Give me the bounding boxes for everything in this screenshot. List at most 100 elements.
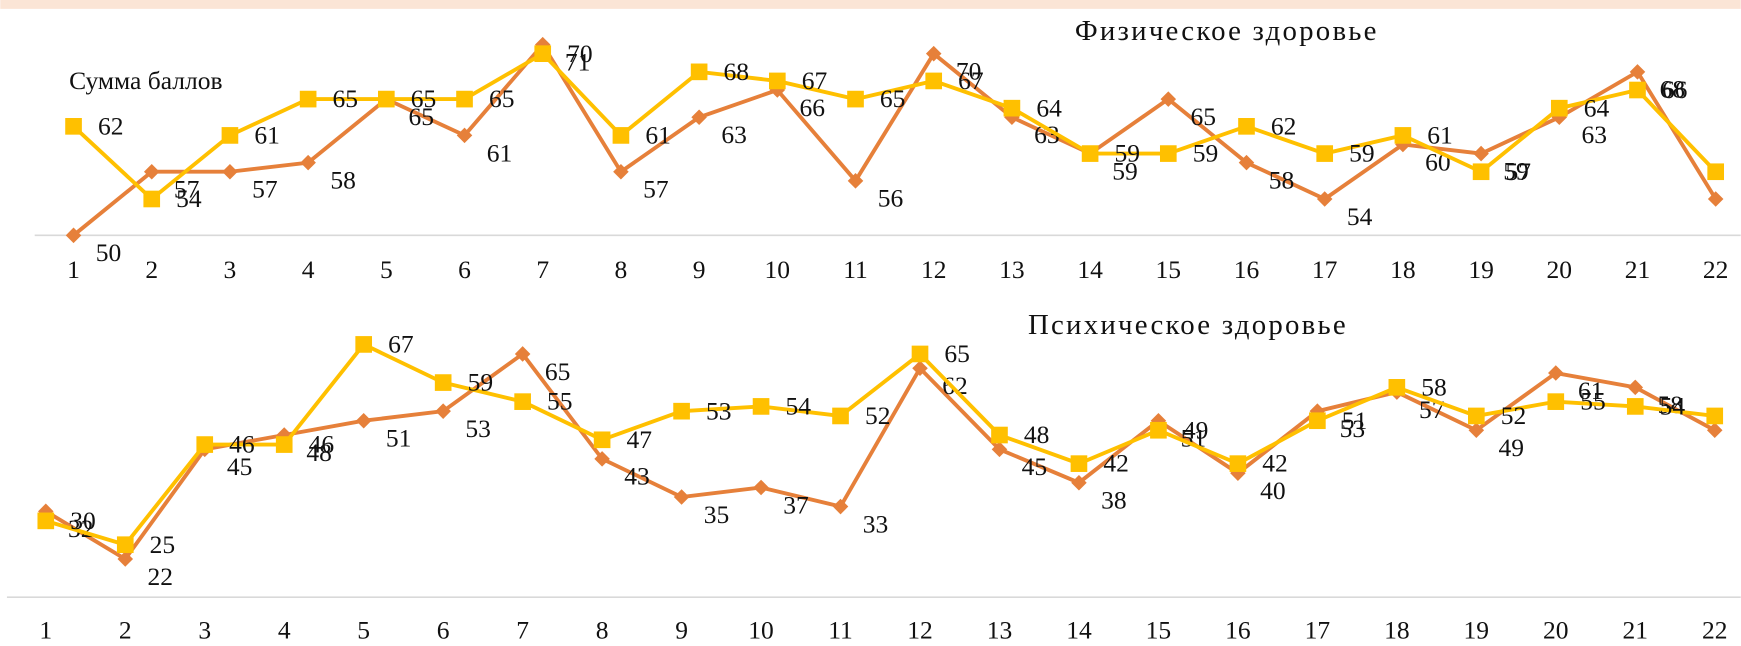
- marker: [1388, 379, 1406, 396]
- data-label: 43: [624, 462, 650, 491]
- chart-title: Психическое здоровье: [1028, 309, 1348, 341]
- marker: [514, 346, 531, 362]
- marker: [1316, 191, 1333, 207]
- data-label: 62: [98, 111, 124, 140]
- data-label: 59: [1193, 139, 1219, 168]
- marker: [1394, 127, 1412, 144]
- data-label: 63: [721, 120, 747, 149]
- x-tick-label: 18: [1390, 255, 1416, 284]
- marker: [1707, 163, 1725, 181]
- data-label: 53: [1340, 414, 1366, 443]
- data-label: 42: [1262, 449, 1288, 478]
- data-label: 59: [1112, 156, 1138, 185]
- marker: [1547, 393, 1565, 410]
- marker: [1070, 455, 1088, 472]
- data-label: 68: [724, 57, 750, 86]
- x-tick-label: 11: [843, 255, 868, 284]
- marker: [1081, 145, 1099, 162]
- marker: [1629, 81, 1646, 99]
- x-tick-label: 6: [437, 616, 450, 645]
- data-label: 48: [1024, 420, 1050, 449]
- marker: [911, 345, 929, 363]
- marker: [673, 402, 690, 420]
- x-tick-label: 17: [1312, 255, 1338, 284]
- marker: [1473, 145, 1489, 162]
- x-tick-label: 13: [999, 255, 1025, 284]
- x-tick-label: 16: [1225, 616, 1251, 645]
- data-label: 45: [1022, 452, 1048, 481]
- marker: [221, 127, 239, 144]
- marker: [753, 479, 769, 496]
- marker: [991, 441, 1008, 458]
- data-label: 55: [1580, 387, 1606, 416]
- marker: [752, 398, 770, 415]
- data-label: 46: [229, 430, 255, 459]
- x-tick-label: 10: [765, 255, 791, 284]
- data-label: 54: [1660, 391, 1686, 420]
- marker: [991, 426, 1008, 444]
- marker: [116, 536, 134, 554]
- data-label: 66: [1662, 75, 1688, 104]
- x-tick-label: 15: [1156, 255, 1182, 284]
- x-tick-label: 9: [693, 255, 706, 284]
- marker: [1159, 145, 1177, 162]
- x-tick-label: 14: [1066, 616, 1092, 645]
- data-label: 51: [386, 424, 412, 453]
- data-label: 70: [956, 57, 982, 86]
- data-label: 46: [309, 430, 335, 459]
- marker: [1550, 99, 1568, 117]
- marker: [594, 451, 610, 467]
- data-label: 62: [942, 371, 968, 400]
- data-label: 53: [465, 414, 491, 443]
- x-tick-label: 1: [39, 616, 52, 645]
- marker: [435, 403, 451, 419]
- marker: [612, 127, 630, 144]
- data-label: 57: [643, 175, 669, 204]
- data-label: 65: [409, 102, 435, 131]
- data-label: 57: [252, 175, 278, 204]
- data-label: 71: [565, 47, 591, 76]
- data-label: 64: [1584, 93, 1610, 122]
- chart-title: Физическое здоровье: [1075, 15, 1379, 47]
- x-tick-label: 10: [748, 616, 774, 645]
- data-label: 40: [1260, 476, 1286, 505]
- marker: [1229, 455, 1247, 472]
- marker: [1548, 365, 1564, 381]
- data-label: 62: [1271, 111, 1297, 140]
- data-label: 58: [1421, 372, 1447, 401]
- data-label: 49: [1499, 433, 1525, 462]
- marker: [768, 72, 786, 90]
- data-label: 37: [783, 490, 809, 519]
- data-label: 61: [487, 138, 513, 167]
- marker: [1309, 412, 1326, 430]
- marker: [143, 190, 161, 208]
- x-tick-label: 2: [119, 616, 132, 645]
- data-label: 64: [1036, 93, 1062, 122]
- top-band: [0, 0, 1741, 9]
- x-tick-label: 19: [1464, 616, 1490, 645]
- marker: [1395, 136, 1411, 153]
- marker: [1071, 474, 1087, 491]
- data-label: 63: [1581, 120, 1607, 149]
- marker: [1467, 407, 1485, 425]
- marker: [691, 109, 707, 126]
- x-tick-label: 8: [615, 255, 628, 284]
- x-tick-label: 20: [1543, 616, 1569, 645]
- marker: [1238, 118, 1255, 135]
- data-label: 56: [878, 184, 904, 213]
- x-tick-label: 3: [224, 255, 237, 284]
- data-label: 65: [333, 84, 359, 113]
- data-label: 65: [411, 84, 437, 113]
- data-label: 30: [70, 506, 96, 535]
- data-label: 65: [489, 84, 515, 113]
- data-label: 59: [1115, 139, 1141, 168]
- marker: [847, 90, 864, 108]
- data-label: 70: [567, 39, 593, 68]
- x-tick-label: 11: [828, 616, 853, 645]
- data-label: 67: [388, 329, 414, 358]
- marker: [832, 498, 849, 515]
- data-label: 55: [547, 387, 573, 416]
- marker: [514, 393, 531, 410]
- marker: [456, 127, 473, 144]
